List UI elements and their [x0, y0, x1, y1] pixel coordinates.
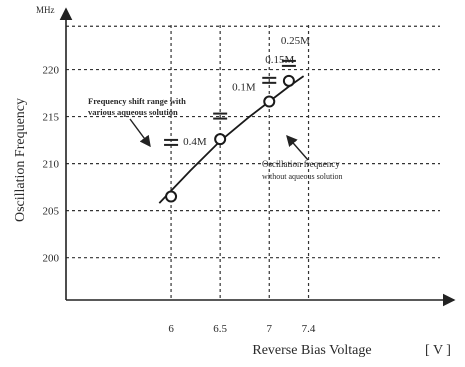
data-point	[214, 133, 227, 146]
shift-bar-top	[213, 112, 228, 115]
annotation-arrow	[286, 134, 309, 161]
x-unit-label: [ V ]	[425, 343, 451, 358]
data-point	[282, 74, 295, 87]
shift-bar-bottom	[164, 143, 179, 146]
shift-bar-top	[281, 59, 296, 62]
x-tick-label: 6.5	[213, 323, 227, 335]
y-tick-label: 210	[43, 159, 60, 171]
data-points	[165, 74, 295, 203]
annotation-text: Frequency shift range with	[88, 96, 186, 106]
shift-label: 0.15M	[265, 54, 294, 66]
annotation-text: various aqueous solution	[88, 107, 178, 117]
data-point	[263, 95, 276, 108]
shift-bar-top	[164, 138, 179, 141]
y-tick-label: 215	[43, 112, 60, 124]
data-point	[165, 190, 178, 203]
x-axis-label: Reverse Bias Voltage	[252, 343, 371, 358]
tick-labels: 200 205 210 215 220 6 6.5 7 7.4	[43, 65, 316, 335]
shift-bar-bottom	[213, 117, 228, 120]
y-tick-label: 200	[43, 253, 60, 265]
grid-lines	[66, 25, 440, 300]
x-tick-label: 7.4	[302, 323, 316, 335]
shift-bar-bottom	[281, 64, 296, 67]
y-tick-label: 220	[43, 65, 60, 77]
annotation-arrow	[129, 118, 151, 148]
shift-bar-bottom	[262, 81, 277, 84]
shift-label: 0.1M	[232, 82, 256, 94]
y-unit-label: MHz	[36, 5, 55, 15]
shift-label: 0.4M	[183, 136, 207, 148]
y-axis-label: Oscillation Frequency	[13, 98, 28, 222]
shift-label: 0.25M	[281, 35, 310, 47]
annotation-text: Oscillation frequency	[262, 159, 340, 169]
shift-markers: 0.4M 0.1M 0.15M 0.25M	[164, 35, 310, 148]
shift-bar-top	[262, 76, 277, 79]
x-tick-label: 7	[267, 323, 273, 335]
axes	[59, 7, 456, 307]
axis-labels: MHz Oscillation Frequency Reverse Bias Vol…	[13, 5, 451, 358]
x-tick-label: 6	[168, 323, 174, 335]
annotation-text: without aqueous solution	[262, 172, 342, 181]
y-tick-label: 205	[43, 206, 60, 218]
